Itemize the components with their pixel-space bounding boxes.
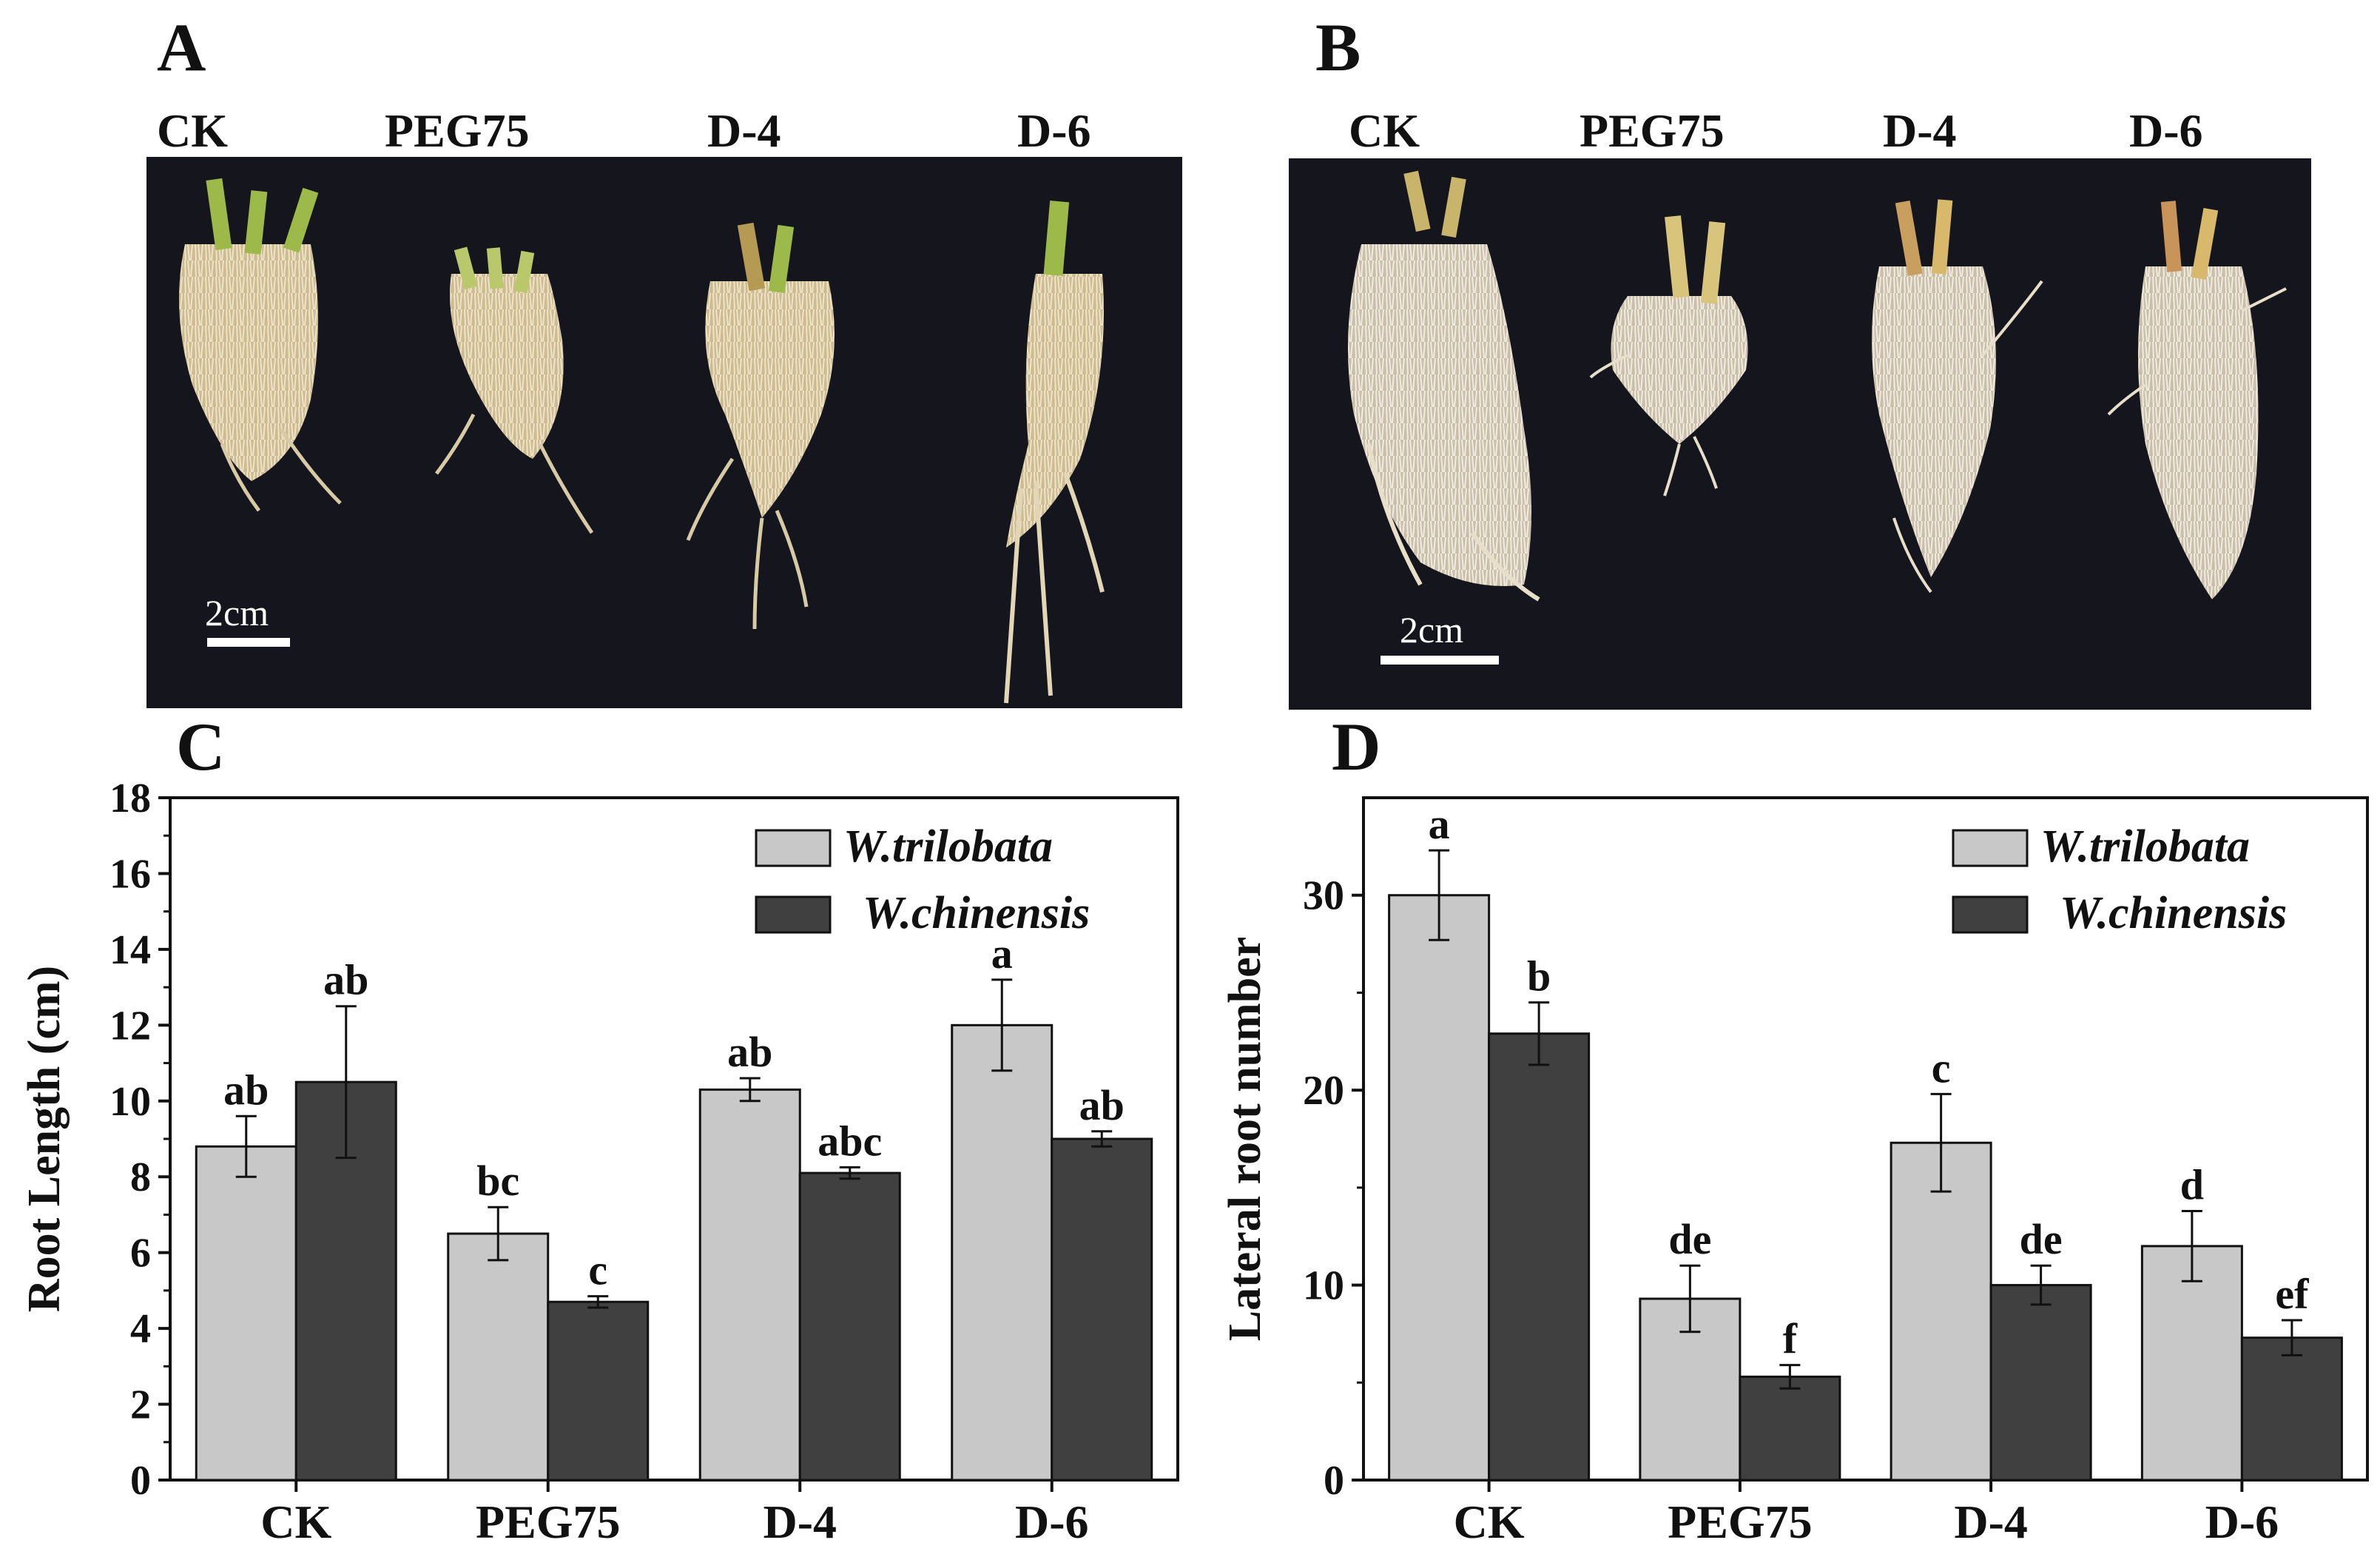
x-category-label: D-6 <box>1015 1496 1089 1548</box>
x-category-label: PEG75 <box>476 1496 621 1548</box>
panel-b-scale-bar <box>1381 656 1499 665</box>
panel-a-label-d6: D-6 <box>1017 104 1091 157</box>
significance-letter: de <box>2020 1215 2063 1263</box>
panel-a-scale-label: 2cm <box>205 592 269 633</box>
x-category-label: D-4 <box>763 1496 837 1548</box>
significance-letter: a <box>991 929 1013 978</box>
significance-letter: d <box>2180 1160 2204 1208</box>
panel-a-scale-bar <box>207 638 290 647</box>
significance-letter: ab <box>1079 1081 1125 1129</box>
panel-label-d: D <box>1332 709 1381 784</box>
panel-a-seedling-d6 <box>1004 201 1105 704</box>
significance-letter: ab <box>727 1028 772 1076</box>
panel-b-photo: 2cm <box>1289 158 2311 710</box>
y-tick-label: 2 <box>130 1382 151 1428</box>
legend-label: W.trilobata <box>2040 821 2250 872</box>
y-tick-label: 10 <box>109 1079 151 1125</box>
bar-w-trilobata <box>2140 1245 2243 1482</box>
significance-letter: c <box>588 1246 607 1294</box>
y-tick-label: 0 <box>1324 1458 1344 1504</box>
panel-b-condition-labels: CK PEG75 D-4 D-6 <box>1349 104 2203 157</box>
significance-letter: f <box>1783 1315 1798 1363</box>
x-category-label: CK <box>260 1496 331 1548</box>
panel-a-photo: 2cm <box>146 157 1182 708</box>
y-axis-label: Root Length (cm) <box>19 966 70 1312</box>
significance-letter: b <box>1527 952 1551 1001</box>
legend-label: W.chinensis <box>863 888 1090 938</box>
significance-letter: bc <box>476 1157 519 1205</box>
legend-swatch <box>755 829 832 867</box>
panel-label-a: A <box>157 10 206 85</box>
panel-b-scale-label: 2cm <box>1400 609 1463 650</box>
bar-w-chinensis <box>1739 1375 1841 1482</box>
panel-a-label-peg75: PEG75 <box>385 104 530 157</box>
bar-w-chinensis <box>798 1171 901 1482</box>
y-tick-label: 30 <box>1303 873 1344 919</box>
y-tick-label: 20 <box>1303 1068 1344 1114</box>
root-length-chart: 0 2 4 6 8 10 12 14 16 18 Root Length (cm) CK ab ab PEG… <box>19 776 1179 1548</box>
significance-letter: ef <box>2275 1270 2309 1318</box>
x-category-label: PEG75 <box>1668 1496 1813 1548</box>
legend-label: W.trilobata <box>843 821 1053 872</box>
bar-w-trilobata <box>195 1145 297 1482</box>
y-axis-label: Lateral root number <box>1220 937 1270 1341</box>
legend-label: W.chinensis <box>2060 888 2287 938</box>
bar-w-trilobata <box>951 1023 1054 1482</box>
panel-a-label-ck: CK <box>157 104 228 157</box>
panel-label-c: C <box>176 709 225 784</box>
legend-swatch <box>1952 829 2029 867</box>
plot-frame <box>1362 796 2369 1482</box>
y-tick-label: 12 <box>109 1003 151 1049</box>
bar-w-chinensis <box>1989 1284 2092 1482</box>
legend-swatch <box>1952 895 2029 934</box>
panel-a-condition-labels: CK PEG75 D-4 D-6 <box>157 104 1091 157</box>
panel-b-label-peg75: PEG75 <box>1580 104 1725 157</box>
panel-b-label-d6: D-6 <box>2129 104 2203 157</box>
panel-label-b: B <box>1315 10 1361 85</box>
y-tick-label: 0 <box>130 1458 151 1504</box>
significance-letter: a <box>1429 800 1450 848</box>
y-tick-label: 10 <box>1303 1263 1344 1309</box>
y-tick-label: 14 <box>109 927 151 973</box>
y-tick-label: 4 <box>130 1306 151 1352</box>
panel-a-seedling-d4 <box>686 222 835 630</box>
panel-b-seedling-ck <box>1348 170 1540 602</box>
panel-a-background <box>146 157 1182 708</box>
y-tick-label: 18 <box>109 776 151 821</box>
bar-w-trilobata <box>447 1232 550 1482</box>
panel-a-label-d4: D-4 <box>707 104 781 157</box>
panel-b-seedling-d6 <box>2107 201 2287 599</box>
bar-w-chinensis <box>1488 1032 1591 1482</box>
bar-w-chinensis <box>2240 1336 2343 1482</box>
panel-b-seedling-peg75 <box>1589 215 1748 497</box>
bar-w-chinensis <box>1051 1137 1153 1482</box>
significance-letter: de <box>1668 1215 1711 1263</box>
panel-a-seedling-ck <box>179 178 342 512</box>
bar-w-trilobata <box>1388 894 1491 1482</box>
x-category-label: D-6 <box>2205 1496 2279 1548</box>
x-category-label: D-4 <box>1954 1496 2028 1548</box>
bar-w-chinensis <box>547 1300 650 1482</box>
y-tick-label: 6 <box>130 1231 151 1277</box>
panel-b-label-d4: D-4 <box>1883 104 1957 157</box>
significance-letter: ab <box>323 956 368 1004</box>
significance-letter: c <box>1932 1043 1951 1092</box>
panel-a-seedling-peg75 <box>434 246 594 534</box>
panel-b-seedling-d4 <box>1872 199 2043 593</box>
y-tick-label: 16 <box>109 851 151 897</box>
bar-w-trilobata <box>1889 1141 1992 1482</box>
legend-swatch <box>755 895 832 934</box>
x-category-label: CK <box>1454 1496 1525 1548</box>
y-tick-label: 8 <box>130 1154 151 1200</box>
significance-letter: abc <box>818 1117 882 1165</box>
panel-b-label-ck: CK <box>1349 104 1420 157</box>
bar-w-trilobata <box>698 1088 801 1482</box>
significance-letter: ab <box>223 1066 269 1114</box>
